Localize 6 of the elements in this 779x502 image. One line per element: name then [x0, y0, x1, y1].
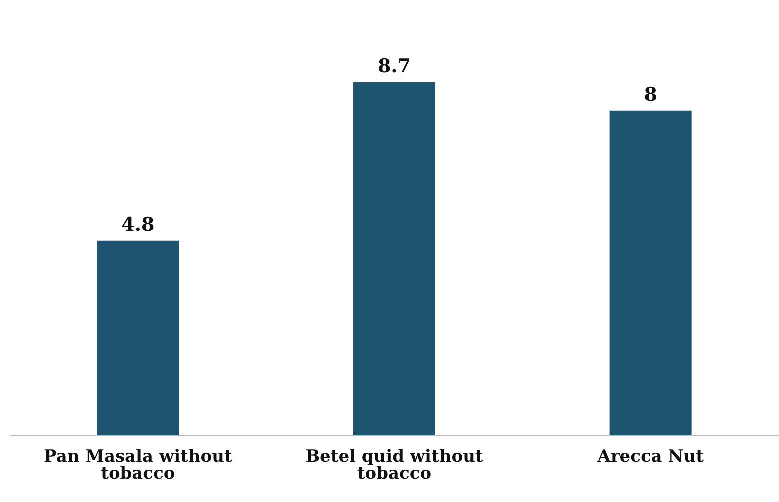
x-tick-label: Betel quid without tobacco [306, 447, 484, 484]
x-tick-label: Arecca Nut [596, 447, 704, 468]
data-label: 8 [644, 84, 658, 106]
x-tick-label: Pan Masala without tobacco [44, 447, 232, 484]
data-label: 8.7 [378, 55, 412, 78]
data-label: 4.8 [122, 214, 155, 236]
